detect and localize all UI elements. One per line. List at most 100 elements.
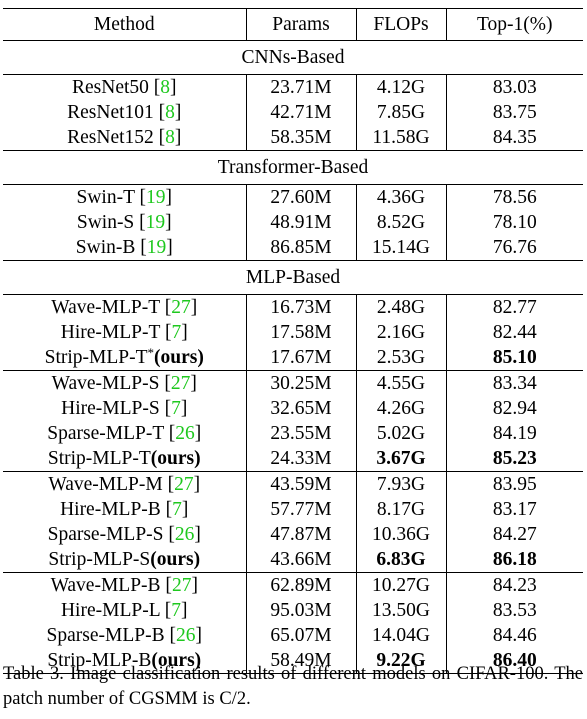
top1-cell: 83.34 [445,370,583,396]
method-part: ResNet50 [ [71,76,161,98]
method-part: 27 [171,574,192,596]
params-cell: 23.55M [245,421,356,446]
method-part: 7 [171,321,182,343]
method-part: ResNet101 [ [67,101,166,123]
data-row: ResNet50 [8] 23.71M 4.12G 83.03 [3,74,583,100]
method-part: Strip-MLP-T [47,447,151,469]
section-title: MLP-Based [3,260,583,295]
data-row: Strip-MLP-T(ours) 24.33M 3.67G 85.23 [3,446,583,472]
top1-cell: 85.23 [445,446,583,472]
flops-cell: 4.36G [355,184,446,210]
method-part: ] [195,624,202,646]
params-cell: 62.89M [245,572,356,598]
method-part: ] [181,321,188,343]
params-cell: 23.71M [245,74,356,100]
flops-cell: 13.50G [355,598,446,623]
params-cell: 65.07M [245,623,356,648]
method-cell: Wave-MLP-M [27] [3,472,246,498]
method-cell: Sparse-MLP-B [26] [3,623,246,648]
method-cell: Hire-MLP-L [7] [3,598,246,623]
params-cell: 17.67M [245,345,356,371]
top1-cell: 84.35 [445,125,583,151]
params-cell: 48.91M [245,210,356,235]
params-cell: 30.25M [245,370,356,396]
method-cell: Swin-T [19] [3,185,246,211]
method-part: Wave-MLP-B [ [50,574,172,596]
top1-cell: 83.95 [445,471,583,497]
method-part: (ours) [154,346,204,368]
data-row: ResNet101 [8] 42.71M 7.85G 83.75 [3,100,583,125]
data-row: Swin-S [19] 48.91M 8.52G 78.10 [3,210,583,235]
section-row: MLP-Based [3,260,583,295]
method-part: (ours) [150,447,201,469]
top1-cell: 83.17 [445,497,583,522]
flops-cell: 2.53G [355,345,446,371]
flops-cell: 14.04G [355,623,446,648]
method-part: Strip-MLP-B [47,649,152,671]
method-cell: Wave-MLP-T [27] [3,295,246,321]
params-cell: 57.77M [245,497,356,522]
section-title: CNNs-Based [3,40,583,75]
method-part: * [147,344,155,360]
method-part: ] [190,372,197,394]
data-row: Strip-MLP-B(ours) 58.49M 9.22G 86.40 [3,648,583,674]
flops-cell: 2.16G [355,320,446,345]
params-cell: 43.66M [245,547,356,573]
top1-cell: 82.44 [445,320,583,345]
flops-cell: 10.36G [355,522,446,547]
method-part: ] [193,473,201,495]
method-part: 8 [160,76,171,98]
table-body: Method Params FLOPs Top-1(%) CNNs-Based ResNe… [3,8,583,674]
method-part: ResNet152 [ [67,126,166,148]
method-part: 7 [171,397,181,419]
method-part: ] [166,236,173,258]
method-cell: Wave-MLP-S [27] [3,371,246,397]
params-cell: 58.35M [245,125,356,151]
params-cell: 42.71M [245,100,356,125]
params-cell: 32.65M [245,396,356,421]
method-part: 26 [174,523,195,545]
method-part: Hire-MLP-S [ [61,397,172,419]
method-part: Wave-MLP-M [ [48,473,175,495]
method-cell: Strip-MLP-S(ours) [3,547,246,573]
top1-cell: 86.40 [445,648,583,674]
params-cell: 43.59M [245,471,356,497]
flops-cell: 4.55G [355,370,446,396]
top1-cell: 86.18 [445,547,583,573]
params-cell: 17.58M [245,320,356,345]
method-part: Strip-MLP-T [44,346,148,368]
data-row: Wave-MLP-M [27] 43.59M 7.93G 83.95 [3,471,583,498]
method-part: ] [170,76,177,98]
method-cell: Swin-B [19] [3,235,246,261]
params-cell: 47.87M [245,522,356,547]
method-cell: Wave-MLP-B [27] [3,573,246,599]
method-part: 19 [145,211,166,233]
flops-cell: 11.58G [355,125,446,151]
method-part: 27 [171,296,191,318]
method-cell: Swin-S [19] [3,210,246,235]
method-part: Sparse-MLP-T [ [47,422,176,444]
params-cell: 27.60M [245,184,356,210]
params-cell: 16.73M [245,294,356,320]
header-cell: Params [245,8,356,41]
data-row: Wave-MLP-S [27] 30.25M 4.55G 83.34 [3,370,583,397]
table-wrap: Method Params FLOPs Top-1(%) CNNs-Based ResNe… [3,8,583,674]
data-row: Sparse-MLP-B [26] 65.07M 14.04G 84.46 [3,623,583,648]
method-part: ] [190,296,198,318]
method-part: Swin-B [ [75,236,147,258]
params-cell: 95.03M [245,598,356,623]
method-part: 27 [174,473,194,495]
header-row: Method Params FLOPs Top-1(%) [3,8,583,41]
method-cell: Hire-MLP-S [7] [3,396,246,421]
data-row: Wave-MLP-B [27] 62.89M 10.27G 84.23 [3,572,583,599]
data-row: Strip-MLP-T*(ours) 17.67M 2.53G 85.10 [3,345,583,371]
top1-cell: 84.23 [445,572,583,598]
method-part: ] [180,397,188,419]
data-row: Hire-MLP-S [7] 32.65M 4.26G 82.94 [3,396,583,421]
top1-cell: 76.76 [445,235,583,261]
data-row: Hire-MLP-B [7] 57.77M 8.17G 83.17 [3,497,583,522]
method-part: 7 [171,599,182,621]
method-part: ] [165,211,172,233]
method-part: Swin-T [ [76,186,147,208]
